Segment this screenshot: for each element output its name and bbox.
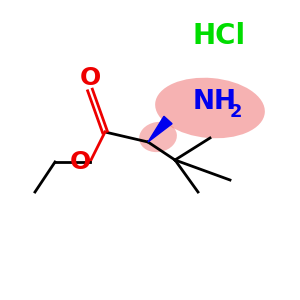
Text: HCl: HCl <box>192 22 246 50</box>
Text: NH: NH <box>193 89 237 115</box>
Text: O: O <box>80 66 100 90</box>
Polygon shape <box>148 116 172 142</box>
Ellipse shape <box>155 78 265 138</box>
Text: O: O <box>69 150 91 174</box>
Text: 2: 2 <box>230 103 242 121</box>
Ellipse shape <box>139 122 177 152</box>
